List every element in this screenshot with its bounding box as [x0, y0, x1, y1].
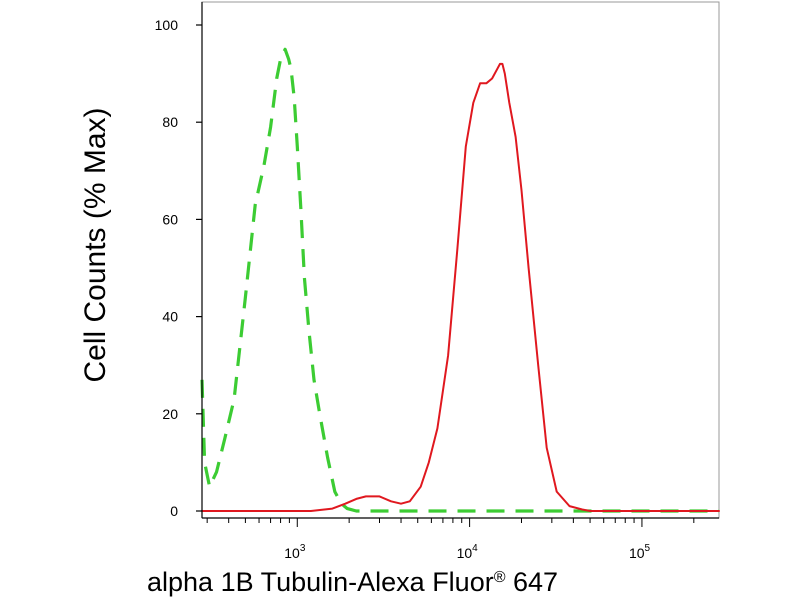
y-tick-label-80: 80 — [162, 114, 178, 130]
x-ticks: 103 104 105 — [206, 518, 695, 561]
sample-series-line — [201, 62, 720, 512]
control-series-line — [200, 47, 719, 513]
x-tick-label-4: 104 — [457, 543, 479, 561]
x-tick-label-3: 103 — [284, 543, 306, 561]
x-tick-label-5: 105 — [629, 543, 651, 561]
y-axis-label: Cell Counts (% Max) — [79, 107, 112, 382]
series-layer — [200, 47, 720, 513]
y-tick-label-60: 60 — [162, 211, 178, 227]
x-axis-label-main: alpha 1B Tubulin-Alexa Fluor — [147, 567, 494, 597]
plot-frame — [201, 1, 720, 519]
x-axis-label: alpha 1B Tubulin-Alexa Fluor® 647 — [147, 567, 558, 597]
y-tick-label-20: 20 — [162, 406, 178, 422]
y-tick-label-0: 0 — [170, 503, 178, 519]
y-tick-label-100: 100 — [155, 17, 179, 33]
y-ticks: 0 20 40 60 80 100 — [155, 17, 202, 519]
y-tick-label-40: 40 — [162, 309, 178, 325]
x-axis-label-suffix: 647 — [506, 567, 559, 597]
x-axis-label-sup: ® — [494, 569, 506, 586]
